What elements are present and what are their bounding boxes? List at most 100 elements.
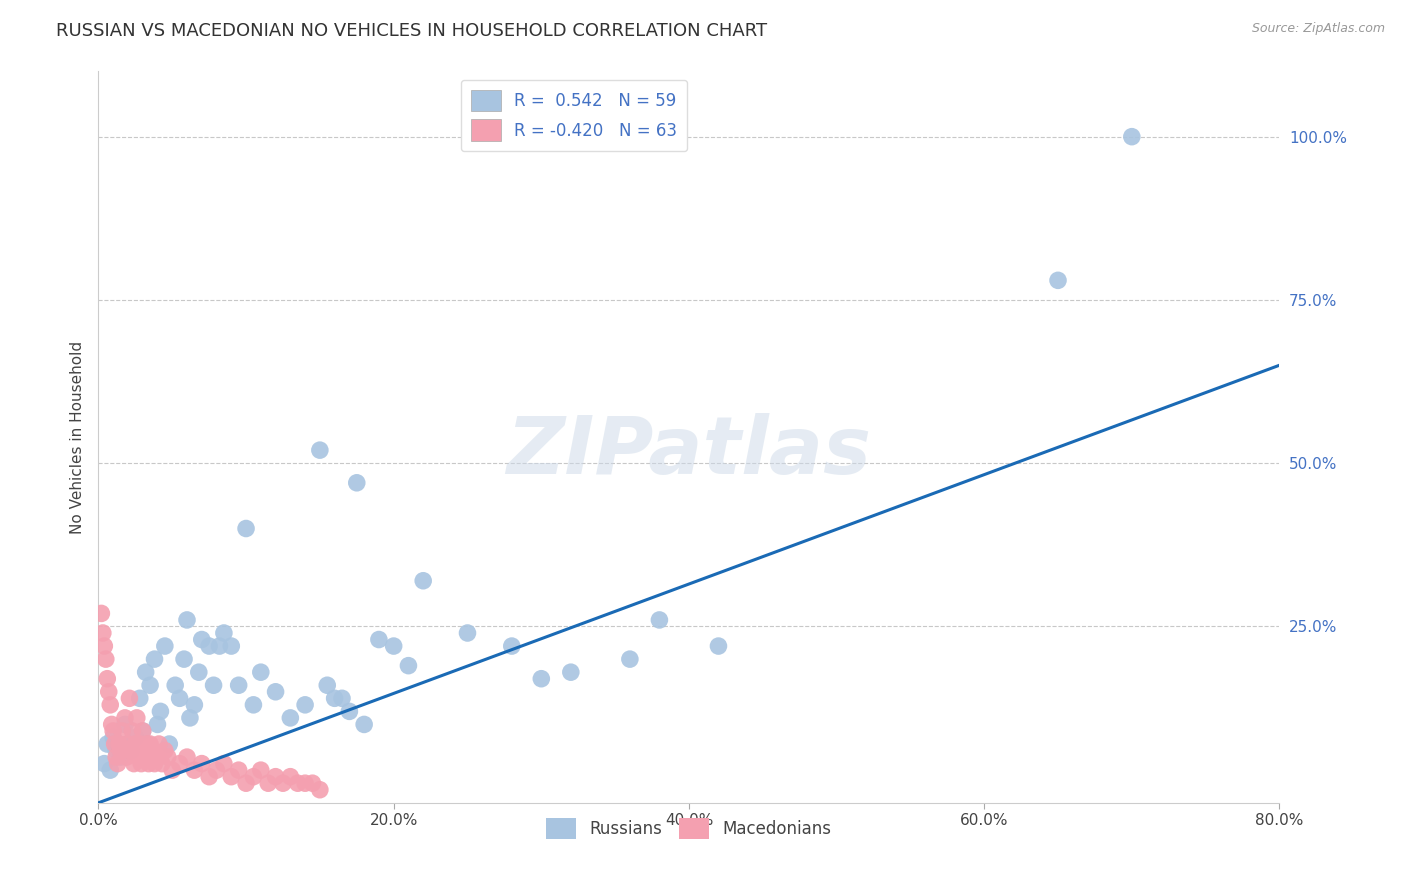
Point — [111, 723, 134, 738]
Point — [108, 737, 131, 751]
Point — [176, 613, 198, 627]
Point — [118, 691, 141, 706]
Point — [198, 639, 221, 653]
Point — [169, 756, 191, 771]
Point — [257, 776, 280, 790]
Point — [127, 750, 149, 764]
Text: RUSSIAN VS MACEDONIAN NO VEHICLES IN HOUSEHOLD CORRELATION CHART: RUSSIAN VS MACEDONIAN NO VEHICLES IN HOU… — [56, 22, 768, 40]
Point — [183, 698, 205, 712]
Point — [105, 743, 128, 757]
Point — [124, 731, 146, 745]
Point — [242, 698, 264, 712]
Point — [235, 521, 257, 535]
Point — [198, 770, 221, 784]
Point — [530, 672, 553, 686]
Point — [264, 770, 287, 784]
Point — [179, 711, 201, 725]
Point — [149, 705, 172, 719]
Point — [339, 705, 361, 719]
Point — [93, 639, 115, 653]
Point — [309, 782, 332, 797]
Point — [707, 639, 730, 653]
Point — [141, 750, 163, 764]
Point — [96, 737, 118, 751]
Point — [176, 750, 198, 764]
Point — [129, 756, 152, 771]
Point — [94, 652, 117, 666]
Point — [323, 691, 346, 706]
Point — [117, 737, 139, 751]
Point — [121, 723, 143, 738]
Point — [501, 639, 523, 653]
Point — [208, 639, 231, 653]
Point — [150, 756, 173, 771]
Point — [173, 652, 195, 666]
Point — [143, 756, 166, 771]
Point — [280, 711, 302, 725]
Point — [228, 678, 250, 692]
Point — [271, 776, 294, 790]
Text: Source: ZipAtlas.com: Source: ZipAtlas.com — [1251, 22, 1385, 36]
Point — [346, 475, 368, 490]
Point — [98, 763, 121, 777]
Point — [115, 750, 138, 764]
Point — [1046, 273, 1070, 287]
Point — [146, 717, 169, 731]
Point — [202, 678, 225, 692]
Point — [368, 632, 391, 647]
Point — [139, 737, 162, 751]
Point — [560, 665, 582, 680]
Point — [457, 626, 479, 640]
Point — [183, 763, 205, 777]
Point — [309, 443, 332, 458]
Point — [165, 678, 187, 692]
Point — [330, 691, 353, 706]
Point — [301, 776, 323, 790]
Point — [103, 723, 125, 738]
Point — [128, 737, 150, 751]
Point — [103, 731, 125, 745]
Point — [287, 776, 309, 790]
Point — [105, 750, 128, 764]
Point — [382, 639, 405, 653]
Point — [619, 652, 641, 666]
Point — [91, 626, 114, 640]
Point — [228, 763, 250, 777]
Point — [294, 698, 316, 712]
Point — [120, 743, 142, 757]
Point — [264, 685, 287, 699]
Point — [112, 743, 135, 757]
Point — [125, 711, 148, 725]
Point — [104, 737, 127, 751]
Point — [107, 756, 129, 771]
Point — [110, 750, 132, 764]
Point — [98, 698, 121, 712]
Point — [117, 737, 139, 751]
Point — [191, 756, 214, 771]
Point — [205, 763, 228, 777]
Point — [294, 776, 316, 790]
Y-axis label: No Vehicles in Household: No Vehicles in Household — [69, 341, 84, 533]
Point — [114, 717, 136, 731]
Point — [122, 756, 145, 771]
Point — [114, 711, 136, 725]
Point — [96, 672, 118, 686]
Point — [134, 743, 156, 757]
Point — [212, 756, 235, 771]
Point — [162, 763, 183, 777]
Point — [139, 678, 162, 692]
Point — [156, 750, 179, 764]
Point — [138, 756, 160, 771]
Point — [93, 756, 115, 771]
Point — [187, 665, 209, 680]
Point — [221, 770, 243, 784]
Point — [212, 626, 235, 640]
Point — [353, 717, 375, 731]
Point — [221, 639, 243, 653]
Point — [90, 607, 112, 621]
Point — [143, 652, 166, 666]
Point — [132, 723, 155, 738]
Point — [280, 770, 302, 784]
Point — [242, 770, 264, 784]
Point — [142, 743, 165, 757]
